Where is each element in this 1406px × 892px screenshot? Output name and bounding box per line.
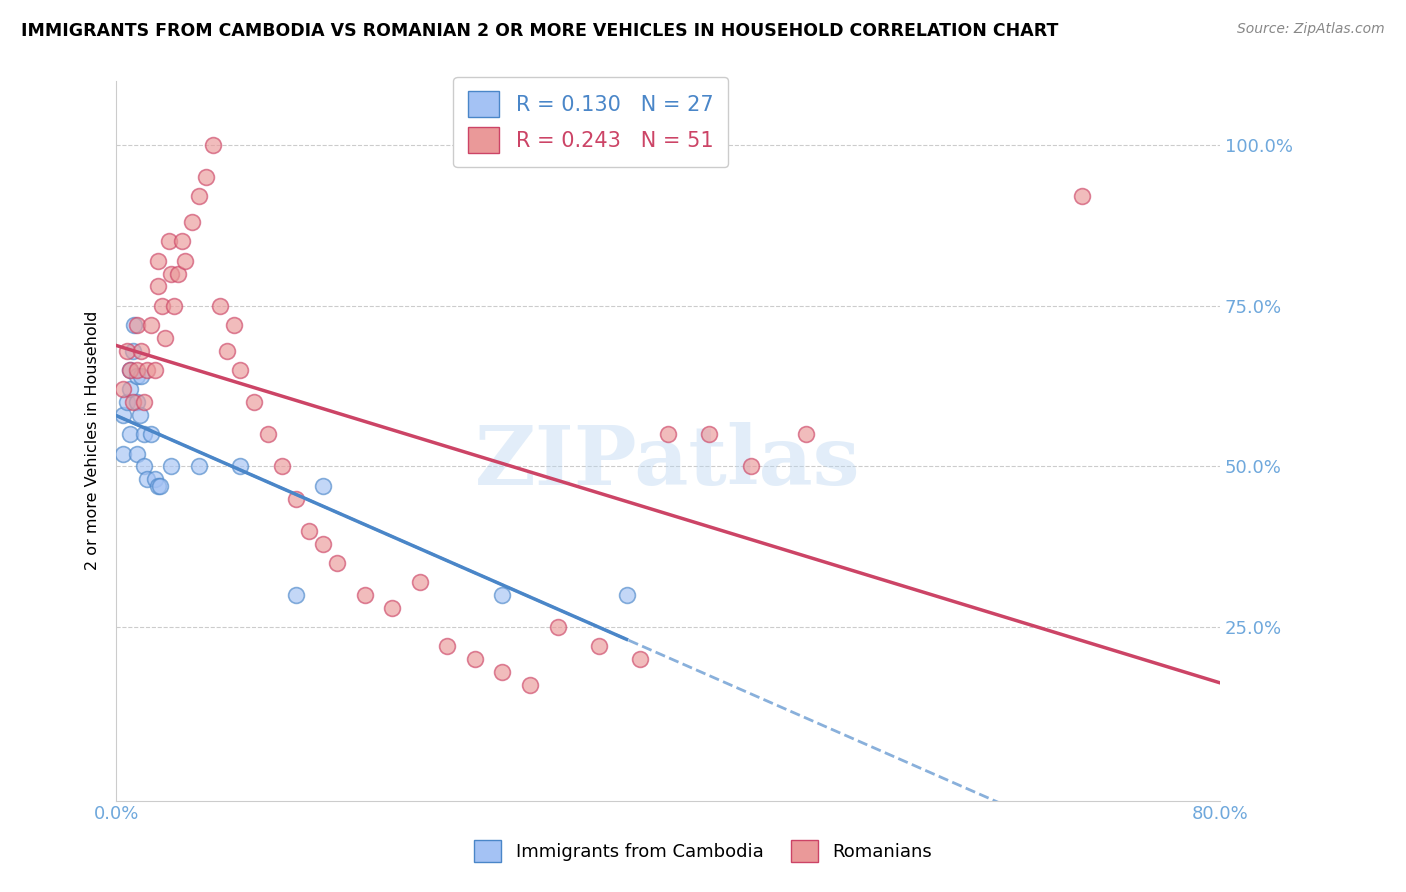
Point — [163, 299, 186, 313]
Point — [125, 369, 148, 384]
Point — [298, 524, 321, 538]
Point — [120, 427, 142, 442]
Point — [125, 395, 148, 409]
Point — [229, 363, 252, 377]
Point — [125, 318, 148, 332]
Point — [628, 652, 651, 666]
Point — [120, 382, 142, 396]
Point — [616, 588, 638, 602]
Point — [132, 459, 155, 474]
Point — [135, 472, 157, 486]
Point — [547, 620, 569, 634]
Point — [146, 478, 169, 492]
Point — [172, 235, 194, 249]
Point — [409, 575, 432, 590]
Point — [132, 395, 155, 409]
Point — [699, 427, 721, 442]
Point — [112, 408, 135, 422]
Point — [174, 253, 197, 268]
Point — [117, 343, 139, 358]
Point — [146, 253, 169, 268]
Point — [125, 446, 148, 460]
Point — [243, 395, 266, 409]
Point — [312, 478, 335, 492]
Point — [143, 472, 166, 486]
Point — [160, 267, 183, 281]
Point — [353, 588, 375, 602]
Point — [188, 459, 211, 474]
Point — [117, 395, 139, 409]
Point — [160, 459, 183, 474]
Point — [120, 363, 142, 377]
Point — [381, 600, 404, 615]
Point — [112, 382, 135, 396]
Point — [464, 652, 486, 666]
Point — [112, 446, 135, 460]
Point — [201, 138, 224, 153]
Point — [149, 478, 172, 492]
Point — [657, 427, 679, 442]
Point — [153, 331, 176, 345]
Point — [588, 640, 610, 654]
Point — [436, 640, 458, 654]
Point — [312, 536, 335, 550]
Point — [1070, 189, 1092, 203]
Point — [129, 343, 152, 358]
Point — [125, 363, 148, 377]
Point — [270, 459, 292, 474]
Legend: Immigrants from Cambodia, Romanians: Immigrants from Cambodia, Romanians — [467, 833, 939, 870]
Point — [794, 427, 817, 442]
Point — [215, 343, 238, 358]
Point — [146, 279, 169, 293]
Point — [157, 235, 180, 249]
Point — [208, 299, 231, 313]
Point — [284, 588, 307, 602]
Point — [284, 491, 307, 506]
Point — [139, 427, 162, 442]
Point — [129, 369, 152, 384]
Point — [139, 318, 162, 332]
Point — [121, 395, 143, 409]
Point — [122, 318, 145, 332]
Legend: R = 0.130   N = 27, R = 0.243   N = 51: R = 0.130 N = 27, R = 0.243 N = 51 — [453, 77, 728, 167]
Point — [143, 363, 166, 377]
Point — [229, 459, 252, 474]
Point — [222, 318, 245, 332]
Y-axis label: 2 or more Vehicles in Household: 2 or more Vehicles in Household — [86, 311, 100, 570]
Text: Source: ZipAtlas.com: Source: ZipAtlas.com — [1237, 22, 1385, 37]
Point — [167, 267, 190, 281]
Point — [491, 588, 513, 602]
Point — [326, 556, 349, 570]
Point — [194, 170, 217, 185]
Text: ZIPatlas: ZIPatlas — [475, 422, 860, 502]
Text: IMMIGRANTS FROM CAMBODIA VS ROMANIAN 2 OR MORE VEHICLES IN HOUSEHOLD CORRELATION: IMMIGRANTS FROM CAMBODIA VS ROMANIAN 2 O… — [21, 22, 1059, 40]
Point — [150, 299, 173, 313]
Point — [121, 343, 143, 358]
Point — [740, 459, 762, 474]
Point — [257, 427, 280, 442]
Point — [519, 678, 541, 692]
Point — [135, 363, 157, 377]
Point — [491, 665, 513, 679]
Point — [132, 427, 155, 442]
Point — [120, 363, 142, 377]
Point — [181, 215, 204, 229]
Point — [128, 408, 150, 422]
Point — [188, 189, 211, 203]
